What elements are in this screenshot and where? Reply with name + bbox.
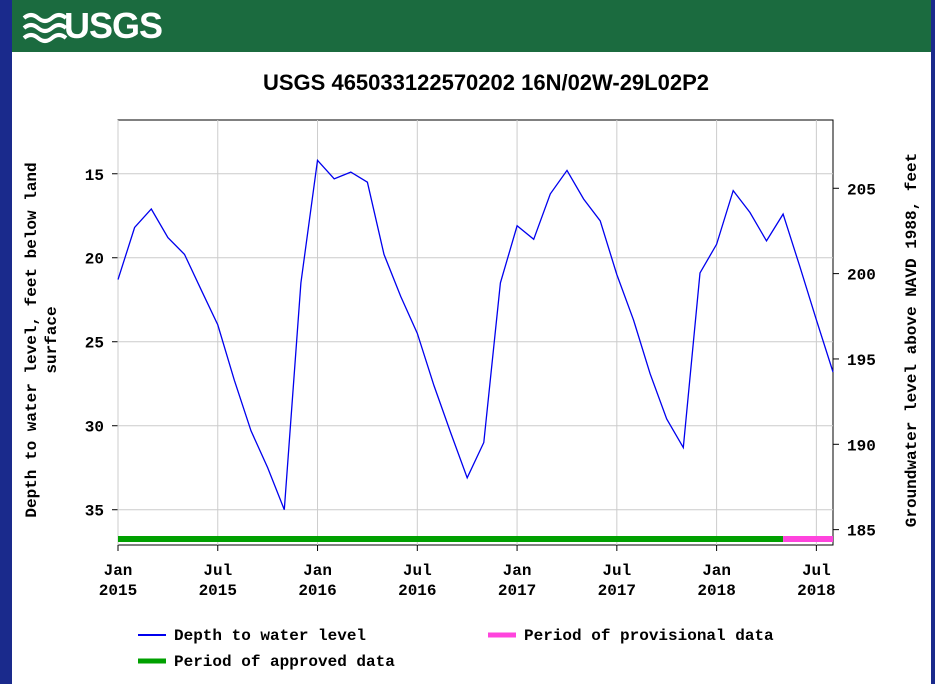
logo-wave <box>22 13 68 43</box>
y-tick-label: 20 <box>85 251 104 269</box>
x-tick-label: Jul <box>403 562 432 580</box>
period-bar <box>118 536 784 542</box>
y2-tick-label: 195 <box>847 352 876 370</box>
data-line <box>117 158 834 510</box>
period-bar <box>783 536 833 542</box>
x-tick-label: 2016 <box>398 582 436 600</box>
y-axis-label: Depth to water level, feet below land <box>23 162 41 517</box>
x-tick-label: Jan <box>104 562 133 580</box>
x-tick-label: Jul <box>203 562 232 580</box>
x-tick-label: 2015 <box>99 582 137 600</box>
logo-text: USGS <box>64 5 162 46</box>
x-tick-label: 2016 <box>298 582 336 600</box>
y2-axis-label: Groundwater level above NAVD 1988, feet <box>903 153 921 527</box>
y2-tick-label: 205 <box>847 181 876 199</box>
x-tick-label: 2015 <box>199 582 237 600</box>
y2-tick-label: 190 <box>847 437 876 455</box>
x-tick-label: Jan <box>503 562 532 580</box>
y-tick-label: 30 <box>85 419 104 437</box>
y-tick-label: 15 <box>85 167 104 185</box>
x-tick-label: Jan <box>702 562 731 580</box>
y2-tick-label: 200 <box>847 267 876 285</box>
x-tick-label: Jan <box>303 562 332 580</box>
legend-label: Period of provisional data <box>524 627 774 645</box>
header-band <box>12 0 931 52</box>
x-tick-label: Jul <box>802 562 831 580</box>
x-tick-label: 2017 <box>598 582 636 600</box>
legend-label: Depth to water level <box>174 627 366 645</box>
x-tick-label: Jul <box>602 562 631 580</box>
y-tick-label: 25 <box>85 335 104 353</box>
right-border <box>931 0 935 684</box>
left-border <box>0 0 12 684</box>
y-axis-label: surface <box>43 306 61 373</box>
x-tick-label: 2018 <box>797 582 835 600</box>
x-tick-label: 2017 <box>498 582 536 600</box>
y2-tick-label: 185 <box>847 523 876 541</box>
x-tick-label: 2018 <box>697 582 735 600</box>
y-tick-label: 35 <box>85 503 104 521</box>
legend-label: Period of approved data <box>174 653 395 671</box>
chart-title: USGS 465033122570202 16N/02W-29L02P2 <box>263 70 709 95</box>
